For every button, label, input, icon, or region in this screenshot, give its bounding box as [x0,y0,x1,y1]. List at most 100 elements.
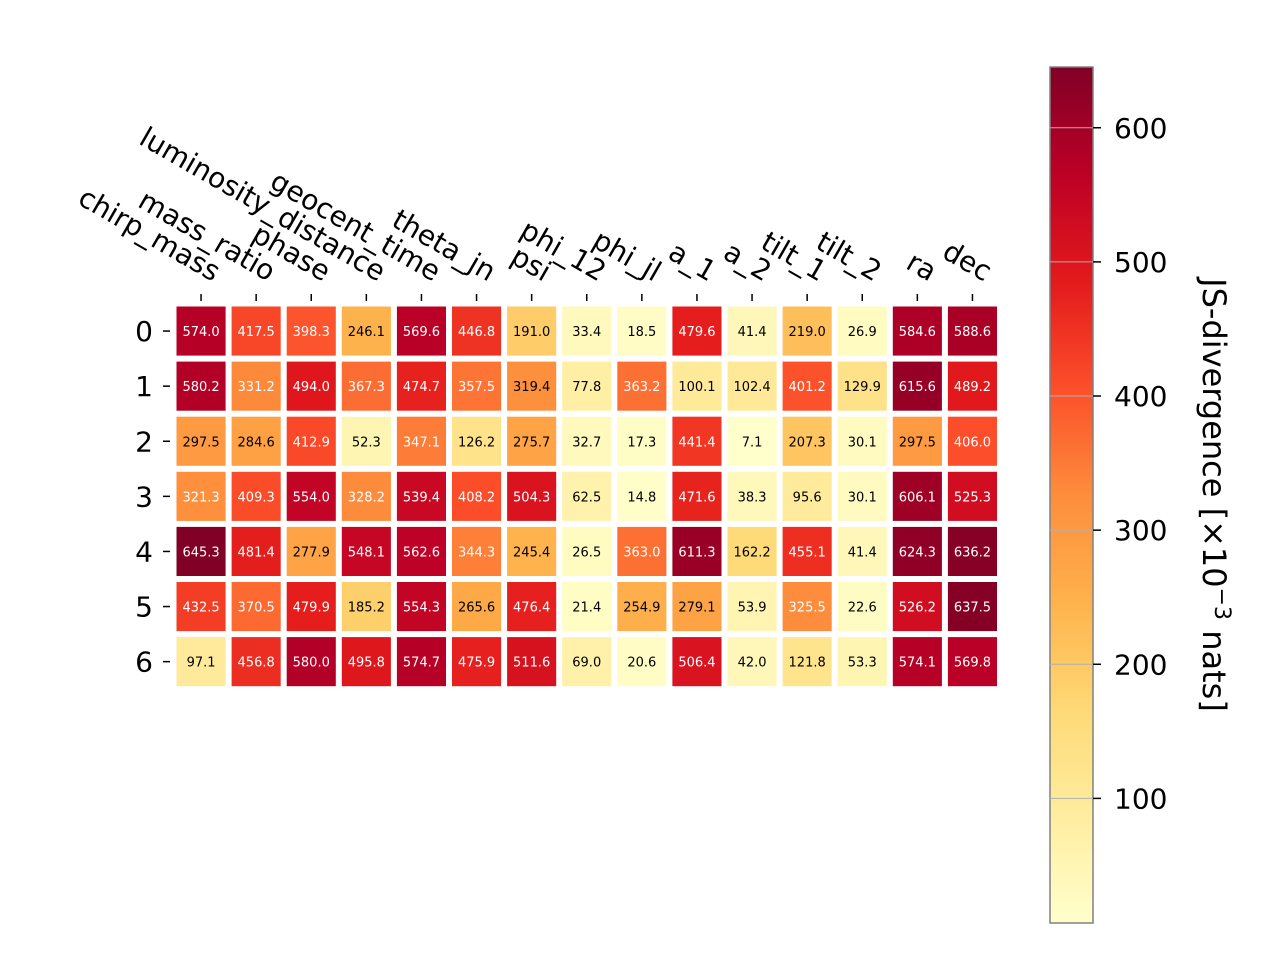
heatmap-cell [396,306,446,356]
heatmap-cell [727,306,777,356]
heatmap-cell [562,471,612,521]
cell-value-label: 637.5 [954,601,991,616]
cell-value-label: 207.3 [789,435,826,450]
cell-value-label: 574.0 [182,325,219,340]
cell-value-label: 406.0 [954,435,991,450]
cell-value-label: 432.5 [182,601,219,616]
heatmap-cell [176,637,226,687]
heatmap-cell [617,471,667,521]
cell-value-label: 20.6 [627,656,656,671]
cell-value-label: 471.6 [678,490,715,505]
cell-value-label: 53.3 [848,656,877,671]
cell-value-label: 624.3 [899,545,936,560]
cell-value-label: 191.0 [513,325,550,340]
x-tick-label: dec [937,234,997,288]
heatmap-cell [176,471,226,521]
heatmap-cell [507,361,557,411]
cell-value-label: 30.1 [848,490,877,505]
y-tick-label: 2 [135,425,153,458]
heatmap-cell [617,637,667,687]
cell-value-label: 588.6 [954,325,991,340]
cell-value-label: 21.4 [572,601,601,616]
heatmap-cell [782,526,832,576]
cell-value-label: 495.8 [348,656,385,671]
heatmap-cell [562,416,612,466]
cell-value-label: 347.1 [403,435,440,450]
heatmap-cell [286,306,336,356]
heatmap-cell [176,361,226,411]
x-axis: chirp_massmass_ratiophaseluminosity_dist… [73,120,997,301]
cell-value-label: 41.4 [848,545,877,560]
cell-value-label: 456.8 [238,656,275,671]
cell-value-label: 245.4 [513,545,550,560]
colorbar-label-suffix: nats] [1195,620,1233,712]
heatmap-cell [617,361,667,411]
cell-value-label: 14.8 [627,490,656,505]
heatmap-cell [286,526,336,576]
cell-value-label: 18.5 [627,325,656,340]
cell-value-label: 606.1 [899,490,936,505]
cell-value-label: 569.8 [954,656,991,671]
heatmap-cell [782,582,832,632]
heatmap-cell [947,306,997,356]
y-axis: 0 1 2 3 4 5 6 [135,315,170,679]
cell-value-label: 26.9 [848,325,877,340]
heatmap-cell [727,526,777,576]
heatmap-cell [782,416,832,466]
cell-value-label: 254.9 [623,601,660,616]
heatmap-cell [286,361,336,411]
heatmap-cell [947,361,997,411]
cell-value-label: 97.1 [187,656,216,671]
heatmap-cell [837,582,887,632]
heatmap-cell [341,582,391,632]
cell-value-label: 41.4 [738,325,767,340]
cell-value-label: 526.2 [899,601,936,616]
heatmap-cell [947,471,997,521]
cell-value-label: 412.9 [293,435,330,450]
heatmap-cell [892,361,942,411]
heatmap-cell [507,637,557,687]
cell-value-label: 328.2 [348,490,385,505]
cell-value-label: 162.2 [733,545,770,560]
cell-value-label: 584.6 [899,325,936,340]
heatmap-cell [672,582,722,632]
heatmap-cell [837,361,887,411]
y-tick-label: 3 [135,480,153,513]
heatmap-cell [507,306,557,356]
heatmap-cell [672,416,722,466]
cell-value-label: 401.2 [789,380,826,395]
heatmap-cell [892,416,942,466]
heatmap-cell [452,582,502,632]
cell-value-label: 479.6 [678,325,715,340]
heatmap-cell [562,582,612,632]
cell-value-label: 32.7 [572,435,601,450]
heatmap-cell [782,306,832,356]
colorbar-tick-label: 100 [1114,782,1167,815]
heatmap-cell [396,416,446,466]
cell-value-label: 319.4 [513,380,550,395]
heatmap-cell [176,306,226,356]
heatmap-cell [396,471,446,521]
cell-value-label: 62.5 [572,490,601,505]
cell-value-label: 53.9 [738,601,767,616]
heatmap-cell [617,582,667,632]
cell-value-label: 344.3 [458,545,495,560]
heatmap-cell [507,471,557,521]
cell-value-label: 363.2 [623,380,660,395]
cell-value-label: 7.1 [742,435,763,450]
cell-value-label: 95.6 [793,490,822,505]
heatmap-cell [452,416,502,466]
heatmap-cell [341,306,391,356]
y-tick-label: 6 [135,646,153,679]
cell-value-label: 33.4 [572,325,601,340]
heatmap-cell [782,361,832,411]
heatmap-cell [727,471,777,521]
heatmap-cell [231,361,281,411]
cell-value-label: 636.2 [954,545,991,560]
cell-value-label: 42.0 [738,656,767,671]
y-tick-label: 0 [135,315,153,348]
heatmap-cell [286,637,336,687]
heatmap-cell [341,637,391,687]
heatmap-cell [892,582,942,632]
